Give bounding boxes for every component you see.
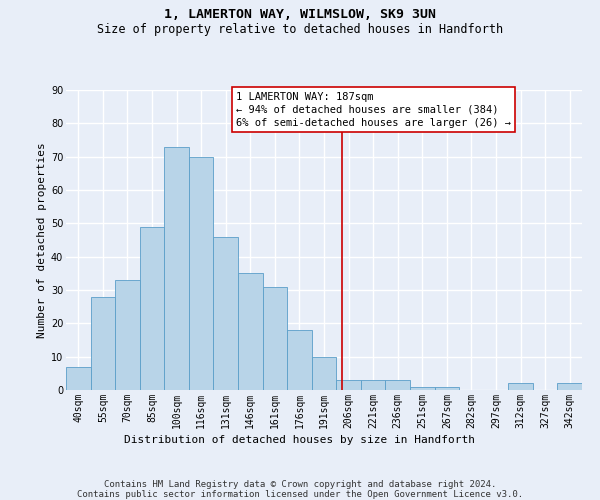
Bar — [164, 146, 189, 390]
Bar — [91, 296, 115, 390]
Bar — [115, 280, 140, 390]
Text: 1 LAMERTON WAY: 187sqm
← 94% of detached houses are smaller (384)
6% of semi-det: 1 LAMERTON WAY: 187sqm ← 94% of detached… — [236, 92, 511, 128]
Bar — [238, 274, 263, 390]
Text: Size of property relative to detached houses in Handforth: Size of property relative to detached ho… — [97, 22, 503, 36]
Bar — [385, 380, 410, 390]
Bar — [66, 366, 91, 390]
Bar — [214, 236, 238, 390]
Text: 1, LAMERTON WAY, WILMSLOW, SK9 3UN: 1, LAMERTON WAY, WILMSLOW, SK9 3UN — [164, 8, 436, 20]
Bar — [434, 386, 459, 390]
Y-axis label: Number of detached properties: Number of detached properties — [37, 142, 47, 338]
Bar — [557, 384, 582, 390]
Text: Distribution of detached houses by size in Handforth: Distribution of detached houses by size … — [125, 435, 476, 445]
Bar — [189, 156, 214, 390]
Bar — [312, 356, 336, 390]
Bar — [336, 380, 361, 390]
Bar — [410, 386, 434, 390]
Bar — [361, 380, 385, 390]
Bar — [287, 330, 312, 390]
Bar — [508, 384, 533, 390]
Bar — [263, 286, 287, 390]
Bar — [140, 226, 164, 390]
Text: Contains HM Land Registry data © Crown copyright and database right 2024.
Contai: Contains HM Land Registry data © Crown c… — [77, 480, 523, 500]
